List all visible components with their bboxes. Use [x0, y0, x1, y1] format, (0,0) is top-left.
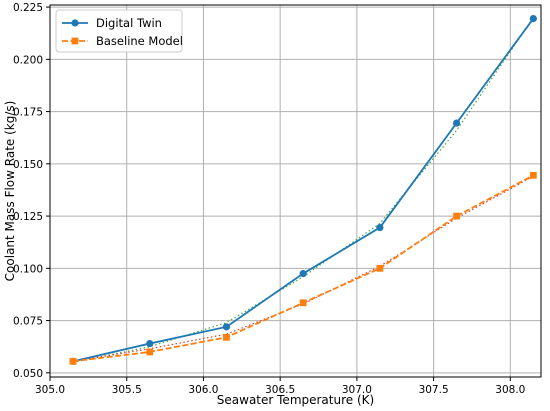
- y-tick-label: 0.175: [13, 107, 43, 119]
- series-digital-twin: [69, 14, 537, 365]
- x-tick-label: 305.5: [112, 384, 142, 396]
- y-axis-ticks: 0.050 0.075 0.100 0.125 0.150 0.175 0.200 0.225: [13, 2, 50, 380]
- overlay-curves: [72, 17, 534, 363]
- data-point: [453, 212, 461, 220]
- data-point: [146, 339, 154, 348]
- overlay-curve: [72, 175, 534, 362]
- series-group: [69, 14, 537, 365]
- legend-marker: [71, 37, 79, 45]
- data-point: [222, 323, 231, 331]
- data-point: [299, 299, 307, 307]
- x-tick-label: 308.0: [495, 384, 525, 396]
- grid: [49, 5, 541, 377]
- legend-label: Digital Twin: [96, 16, 162, 30]
- data-point: [376, 223, 384, 232]
- data-point: [529, 171, 537, 179]
- y-tick-label: 0.100: [13, 263, 43, 275]
- y-tick-label: 0.050: [13, 368, 43, 380]
- y-tick-label: 0.075: [13, 316, 43, 328]
- x-tick-label: 305.0: [35, 384, 65, 396]
- x-axis-label: Seawater Temperature (K): [217, 393, 374, 407]
- data-point: [529, 14, 537, 23]
- legend: Digital Twin Baseline Model: [55, 9, 183, 53]
- y-axis-label: Coolant Mass Flow Rate (kg/s): [3, 101, 17, 282]
- data-point: [376, 264, 384, 272]
- x-axis-ticks: 305.0 305.5 306.0 306.5 307.0 307.5 308.0: [35, 377, 525, 396]
- x-tick-label: 306.0: [188, 384, 218, 396]
- x-tick-label: 307.5: [419, 384, 449, 396]
- data-point: [299, 269, 307, 278]
- y-tick-label: 0.150: [13, 159, 43, 171]
- legend-label: Baseline Model: [96, 34, 183, 48]
- data-point: [69, 357, 77, 365]
- data-point: [223, 333, 230, 341]
- series-baseline-model: [69, 171, 537, 365]
- data-point: [146, 348, 154, 356]
- x-tick-label: 306.5: [265, 384, 295, 396]
- plot-frame: [49, 4, 542, 378]
- y-tick-label: 0.200: [13, 54, 43, 66]
- y-tick-label: 0.225: [13, 2, 43, 14]
- legend-entry: Digital Twin: [62, 16, 162, 30]
- legend-entry: Baseline Model: [62, 34, 183, 48]
- legend-marker: [71, 19, 79, 27]
- x-tick-label: 307.0: [342, 384, 372, 396]
- overlay-curve: [72, 17, 534, 363]
- series-line: [72, 18, 535, 363]
- y-tick-label: 0.125: [13, 211, 43, 223]
- data-point: [453, 119, 461, 127]
